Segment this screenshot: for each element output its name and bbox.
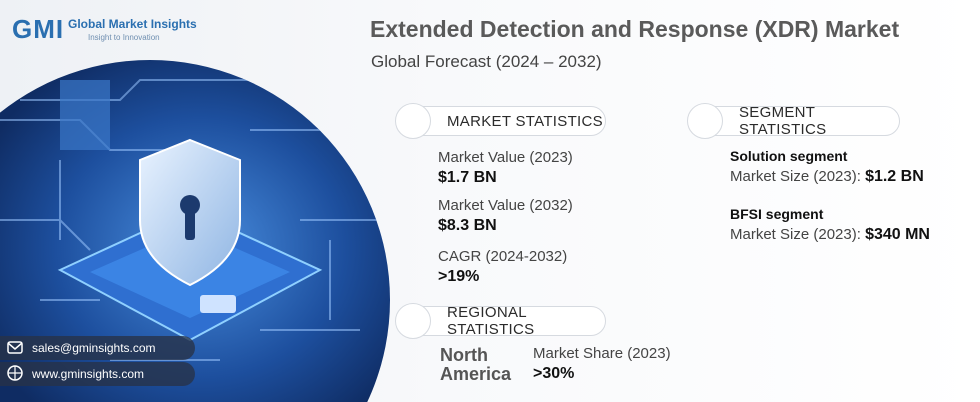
icon <box>395 103 431 139</box>
email-text[interactable]: sales@gminsights.com <box>32 341 156 355</box>
region-label: Market Share (2023) <box>533 345 671 362</box>
website-text[interactable]: www.gminsights.com <box>32 367 145 381</box>
stat-value: $1.7 BN <box>438 169 497 186</box>
stat-label: CAGR (2024-2032) <box>438 248 568 265</box>
icon <box>687 103 723 139</box>
segment-line: Market Size (2023): $340 MN <box>730 226 930 244</box>
region-value: >30% <box>533 365 575 382</box>
heading-text: MARKET STATISTICS <box>447 112 603 130</box>
website[interactable]: www.gminsights.com <box>0 362 195 386</box>
market-heading: MARKET STATISTICS <box>395 103 606 139</box>
region-name: North America <box>440 345 512 384</box>
segment-line: Market Size (2023): $1.2 BN <box>730 168 924 186</box>
segment-label: Market Size (2023): <box>730 168 861 185</box>
segment-label: Market Size (2023): <box>730 226 861 243</box>
subtitle: Global Forecast (2024 – 2032) <box>371 52 602 71</box>
title: Extended Detection and Response (XDR) Ma… <box>370 16 900 42</box>
segment-value: $1.2 BN <box>865 168 924 185</box>
regional-heading: REGIONAL STATISTICS <box>395 303 606 339</box>
email[interactable]: sales@gminsights.com <box>0 336 195 360</box>
segment-value: $340 MN <box>865 226 930 243</box>
contact-icons <box>7 341 23 381</box>
stat-label: Market Value (2032) <box>438 197 573 214</box>
segment-heading: SEGMENT STATISTICS <box>687 103 900 139</box>
heading-text: REGIONAL STATISTICS <box>447 304 535 338</box>
segment-name: BFSI segment <box>730 206 824 222</box>
stat-label: Market Value (2023) <box>438 149 573 166</box>
heading-text: SEGMENT STATISTICS <box>739 104 827 138</box>
stat-value: >19% <box>438 268 480 285</box>
logo-tagline: Insight to Innovation <box>88 33 160 42</box>
stat-value: $8.3 BN <box>438 217 497 234</box>
icon <box>395 303 431 339</box>
logo-name: Global Market Insights <box>68 17 197 31</box>
logo-mark: GMI <box>12 14 65 44</box>
segment-name: Solution segment <box>730 148 848 164</box>
